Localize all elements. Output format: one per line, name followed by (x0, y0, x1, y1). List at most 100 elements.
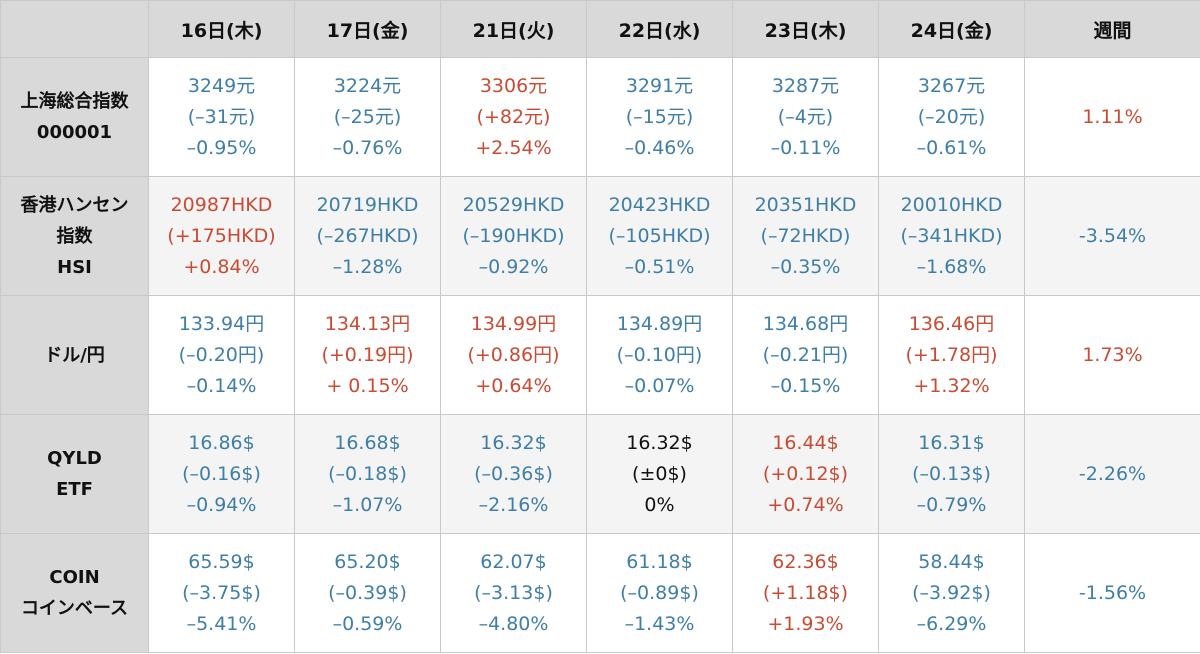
asset-label-cell: QYLD ETF (0, 414, 149, 534)
change-value: (–267HKD) (316, 224, 419, 247)
price-value: 62.07$ (480, 550, 547, 573)
change-percent: –0.14% (186, 374, 257, 397)
change-percent: +1.93% (767, 612, 844, 635)
asset-label-line: 上海総合指数 (20, 91, 129, 112)
asset-row-shanghai: 上海総合指数 000001 3249元 (–31元) –0.95% 3224元 (–25元)… (0, 57, 1200, 177)
change-value: (+1.78円) (905, 343, 998, 366)
weekly-change-percent: -1.56% (1078, 581, 1147, 604)
asset-row-coin: COIN コインベース 65.59$ (–3.75$) –5.41% 65.20$ (–0.… (0, 533, 1200, 653)
change-percent: –1.43% (624, 612, 695, 635)
weekly-change-percent: 1.11% (1082, 105, 1143, 128)
day-quote-cell: 3291元 (–15元) –0.46% (586, 57, 733, 177)
change-percent: +0.74% (767, 493, 844, 516)
change-percent: –0.59% (332, 612, 403, 635)
weekly-change-cell: -1.56% (1024, 533, 1200, 653)
change-percent: –6.29% (916, 612, 987, 635)
asset-label-line: ETF (56, 479, 93, 500)
change-value: (–3.92$) (912, 581, 991, 604)
asset-label-line: HSI (57, 256, 92, 278)
weekly-change-cell: -2.26% (1024, 414, 1200, 534)
change-value: (–0.21円) (762, 343, 849, 366)
day-quote-cell: 136.46円 (+1.78円) +1.32% (878, 295, 1025, 415)
change-percent: –5.41% (186, 612, 257, 635)
change-value: (–0.20円) (178, 343, 265, 366)
weekly-change-cell: 1.73% (1024, 295, 1200, 415)
day-quote-cell: 3287元 (–4元) –0.11% (732, 57, 879, 177)
change-value: (–0.39$) (328, 581, 407, 604)
day-quote-cell: 20010HKD (–341HKD) –1.68% (878, 176, 1025, 296)
day-quote-cell: 3267元 (–20元) –0.61% (878, 57, 1025, 177)
price-value: 62.36$ (772, 550, 839, 573)
day-quote-cell: 3306元 (+82元) +2.54% (440, 57, 587, 177)
day-quote-cell: 20351HKD (–72HKD) –0.35% (732, 176, 879, 296)
day-quote-cell: 58.44$ (–3.92$) –6.29% (878, 533, 1025, 653)
change-percent: –0.92% (478, 255, 549, 278)
price-value: 133.94円 (178, 312, 265, 335)
asset-label-line: 000001 (36, 122, 113, 143)
day-quote-cell: 65.59$ (–3.75$) –5.41% (148, 533, 295, 653)
change-value: (–20元) (917, 105, 986, 128)
change-value: (–190HKD) (462, 224, 565, 247)
change-percent: –0.61% (916, 136, 987, 159)
change-percent: +2.54% (475, 136, 552, 159)
change-value: (–0.89$) (620, 581, 699, 604)
change-value: (–0.18$) (328, 462, 407, 485)
price-value: 65.59$ (188, 550, 255, 573)
day-quote-cell: 3224元 (–25元) –0.76% (294, 57, 441, 177)
weekly-change-cell: 1.11% (1024, 57, 1200, 177)
day-quote-cell: 134.13円 (+0.19円) + 0.15% (294, 295, 441, 415)
change-value: (–0.16$) (182, 462, 261, 485)
day-quote-cell: 16.32$ (±0$) 0% (586, 414, 733, 534)
change-percent: –0.76% (332, 136, 403, 159)
price-value: 20010HKD (900, 193, 1003, 216)
change-percent: +1.32% (913, 374, 990, 397)
change-percent: –0.07% (624, 374, 695, 397)
asset-label-line: ドル/円 (44, 344, 105, 366)
corner-header-cell (0, 0, 149, 58)
weekly-change-percent: -3.54% (1078, 224, 1147, 247)
price-value: 3291元 (625, 74, 694, 97)
change-value: (–341HKD) (900, 224, 1003, 247)
price-value: 16.86$ (188, 431, 255, 454)
day-quote-cell: 16.68$ (–0.18$) –1.07% (294, 414, 441, 534)
asset-label-line: 指数 (56, 225, 93, 247)
change-value: (–3.13$) (474, 581, 553, 604)
day-quote-cell: 20423HKD (–105HKD) –0.51% (586, 176, 733, 296)
change-value: (–72HKD) (760, 224, 851, 247)
day-header-21: 21日(火) (440, 0, 587, 58)
change-value: (±0$) (632, 462, 687, 485)
asset-label-cell: 上海総合指数 000001 (0, 57, 149, 177)
change-percent: +0.64% (475, 374, 552, 397)
day-quote-cell: 62.36$ (+1.18$) +1.93% (732, 533, 879, 653)
day-header-22: 22日(水) (586, 0, 733, 58)
change-percent: –0.94% (186, 493, 257, 516)
price-value: 20529HKD (462, 193, 565, 216)
change-percent: –0.15% (770, 374, 841, 397)
price-value: 16.68$ (334, 431, 401, 454)
weekly-change-percent: 1.73% (1082, 343, 1143, 366)
change-percent: –0.35% (770, 255, 841, 278)
price-value: 65.20$ (334, 550, 401, 573)
change-value: (–105HKD) (608, 224, 711, 247)
price-value: 20719HKD (316, 193, 419, 216)
price-value: 20423HKD (608, 193, 711, 216)
change-value: (+0.12$) (762, 462, 849, 485)
change-value: (–25元) (333, 105, 402, 128)
change-percent: –0.51% (624, 255, 695, 278)
asset-label-cell: ドル/円 (0, 295, 149, 415)
asset-label-line: コインベース (20, 598, 129, 619)
day-quote-cell: 134.99円 (+0.86円) +0.64% (440, 295, 587, 415)
change-value: (+1.18$) (762, 581, 849, 604)
day-quote-cell: 3249元 (–31元) –0.95% (148, 57, 295, 177)
change-value: (–15元) (625, 105, 694, 128)
day-quote-cell: 65.20$ (–0.39$) –0.59% (294, 533, 441, 653)
change-percent: 0% (644, 493, 675, 516)
price-value: 61.18$ (626, 550, 693, 573)
asset-label-cell: 香港ハンセン 指数 HSI (0, 176, 149, 296)
day-quote-cell: 134.89円 (–0.10円) –0.07% (586, 295, 733, 415)
change-percent: –0.11% (770, 136, 841, 159)
asset-row-hangseng: 香港ハンセン 指数 HSI 20987HKD (+175HKD) +0.84% 20719H… (0, 176, 1200, 296)
day-quote-cell: 62.07$ (–3.13$) –4.80% (440, 533, 587, 653)
weekly-change-percent: -2.26% (1078, 462, 1147, 485)
change-value: (–0.10円) (616, 343, 703, 366)
